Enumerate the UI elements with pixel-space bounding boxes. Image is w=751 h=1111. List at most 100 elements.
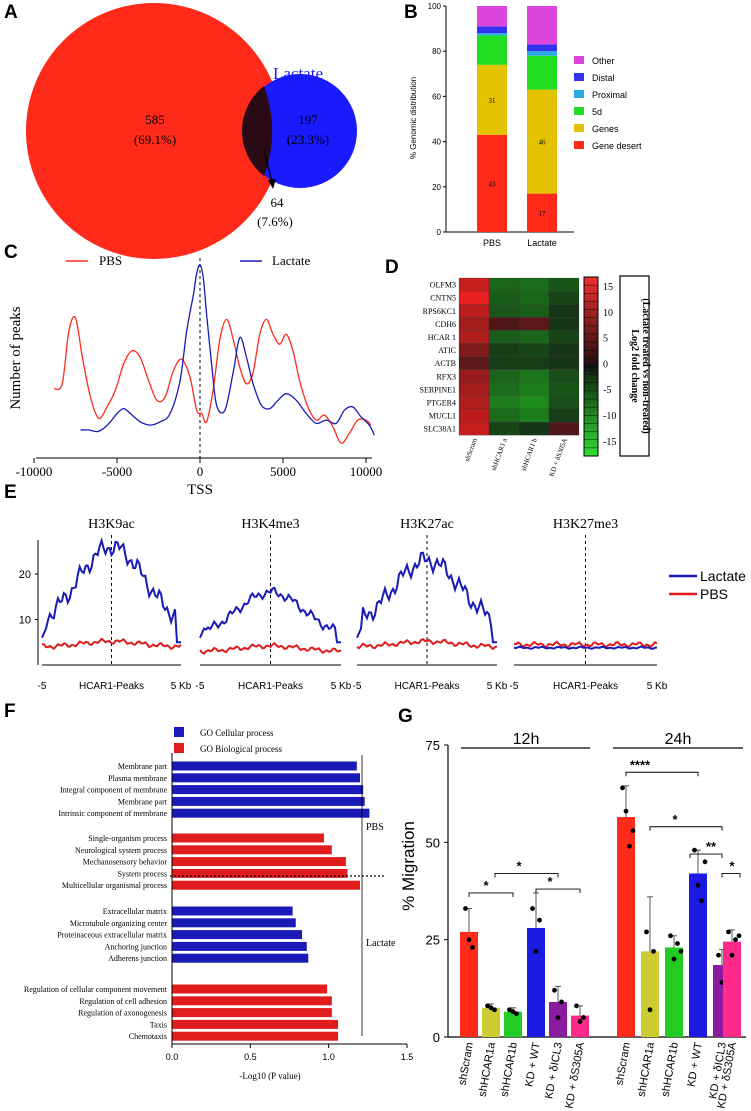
f-bar	[172, 1031, 339, 1041]
b-bar-segment	[527, 55, 557, 90]
g-group-label-12h: 12h	[513, 731, 540, 748]
f-bar-label: Extracellular matrix	[103, 907, 167, 916]
g-significance-bracket	[494, 873, 559, 878]
d-row-label: ATIC	[438, 346, 456, 355]
g-data-point	[533, 948, 539, 954]
venn-pbs-percent: (69.1%)	[134, 132, 176, 147]
d-heatmap-cell	[518, 356, 550, 370]
b-category-label: PBS	[483, 238, 501, 248]
d-heatmap-cell	[488, 317, 520, 331]
f-bar-label: Adherens junction	[108, 954, 167, 963]
g-data-point	[620, 785, 625, 791]
d-heatmap-cell	[458, 369, 490, 383]
g-category-label: shScram	[457, 1041, 476, 1086]
g-data-point	[644, 929, 649, 935]
d-column-label: KD + δS305A	[548, 437, 569, 478]
e-xtick-left: -5	[510, 681, 519, 692]
f-legend-cellular-label: GO Cellular process	[200, 728, 274, 738]
b-bar-segment	[527, 51, 557, 56]
f-xtick-label: 0.5	[244, 1052, 257, 1062]
g-significance-bracket	[689, 853, 723, 859]
f-bar-label: Proteinaceous extracellular matrix	[57, 931, 167, 940]
panel-e-histone-profiles: E 10 20 H3K9ac -5 HCAR1-Peaks 5 Kb H3K4me3 -5 HC…	[4, 482, 746, 692]
f-bar	[172, 845, 332, 855]
d-column-label: shHCAR1 a	[490, 436, 509, 472]
d-heatmap-cell	[548, 343, 580, 357]
b-legend-label: 5d	[592, 107, 602, 117]
panel-label-g: G	[398, 706, 413, 727]
d-row-label: CDH6	[435, 320, 456, 329]
g-category-label: KD + δICL3	[543, 1041, 565, 1099]
b-segment-label: 43	[489, 180, 497, 188]
d-heatmap-cell	[458, 356, 490, 370]
venn-pbs-count: 585	[145, 112, 165, 127]
f-bar	[172, 930, 303, 940]
c-legend-pbs-label: PBS	[99, 253, 122, 268]
c-xtick-label: -5000	[102, 464, 132, 479]
d-heatmap-cell	[458, 291, 490, 305]
f-bar	[172, 996, 332, 1006]
d-heatmap-cell	[518, 369, 550, 383]
b-legend-swatch	[574, 141, 584, 149]
b-legend-label: Other	[592, 56, 615, 66]
g-data-point	[530, 906, 535, 911]
b-legend-swatch	[574, 73, 584, 81]
e-lactate-line	[41, 536, 181, 644]
g-data-point	[555, 1015, 561, 1020]
c-xtick-label: -10000	[16, 464, 53, 479]
d-row-label: SERPINE1	[420, 385, 456, 394]
g-ylabel: % Migration	[399, 821, 418, 911]
d-heatmap-cell	[518, 317, 550, 331]
g-significance-bracket	[468, 892, 514, 897]
g-data-point	[537, 917, 542, 923]
b-bar-segment	[477, 134, 507, 232]
d-heatmap-cell	[458, 395, 490, 410]
e-pbs-line	[199, 641, 342, 655]
panel-a-venn: A PBS Lactate 585 (69.1%) 197 (23.3%) 64…	[4, 2, 357, 259]
g-data-point	[514, 1011, 519, 1017]
d-heatmap-cell	[488, 395, 520, 410]
g-significance-mark: ****	[630, 757, 651, 772]
f-bar-label: Single-organism process	[88, 834, 167, 843]
g-significance-mark: *	[483, 878, 489, 893]
d-heatmap-cell	[458, 277, 490, 292]
e-xtick-mid: HCAR1-Peaks	[238, 681, 303, 692]
g-category-label: shScram	[614, 1041, 633, 1086]
f-bar	[172, 868, 348, 878]
g-ytick-label: 0	[433, 1030, 440, 1045]
b-segment-label: 46	[539, 139, 547, 147]
d-heatmap-cell	[488, 277, 520, 292]
d-row-label: OLFM3	[430, 281, 456, 290]
f-bar-label: System process	[117, 869, 167, 878]
f-legend-biological-label: GO Biological process	[200, 744, 282, 754]
d-heatmap-cell	[518, 382, 550, 396]
f-bar	[172, 796, 365, 806]
b-bar-segment	[477, 64, 507, 135]
f-bar	[172, 918, 296, 928]
f-legend-biological-swatch	[174, 743, 184, 753]
g-category-label: KD + WT	[523, 1041, 543, 1088]
venn-overlap-arrow-head	[268, 179, 276, 189]
f-bar-label: Regulation of cell adhesion	[79, 997, 167, 1006]
e-xtick-mid: HCAR1-Peaks	[553, 681, 618, 692]
venn-lactate-percent: (23.3%)	[287, 132, 329, 147]
f-bar-label: Integral component of membrane	[60, 786, 167, 795]
d-heatmap-cell	[488, 369, 520, 383]
g-data-point	[733, 937, 738, 943]
g-bar-24h	[665, 947, 683, 1037]
g-data-point	[736, 933, 742, 939]
f-bar-label: Membrane part	[118, 797, 168, 806]
f-group-label-lactate: Lactate	[366, 938, 396, 949]
venn-label-pbs: PBS	[137, 4, 171, 25]
g-data-point	[559, 999, 564, 1005]
d-column-label: shHCAR1 b	[520, 437, 539, 473]
e-pbs-line	[41, 637, 182, 651]
e-xtick-mid: HCAR1-Peaks	[79, 681, 144, 692]
e-panel-title: H3K9ac	[88, 517, 135, 532]
f-bar-label: Mechanosensory behavior	[83, 858, 168, 867]
b-ytick-label: 40	[432, 138, 441, 147]
d-heatmap-cell	[548, 317, 580, 331]
f-bar-label: Neurological system process	[75, 846, 167, 855]
d-heatmap-cell	[488, 330, 520, 344]
e-xtick-left: -5	[196, 681, 205, 692]
